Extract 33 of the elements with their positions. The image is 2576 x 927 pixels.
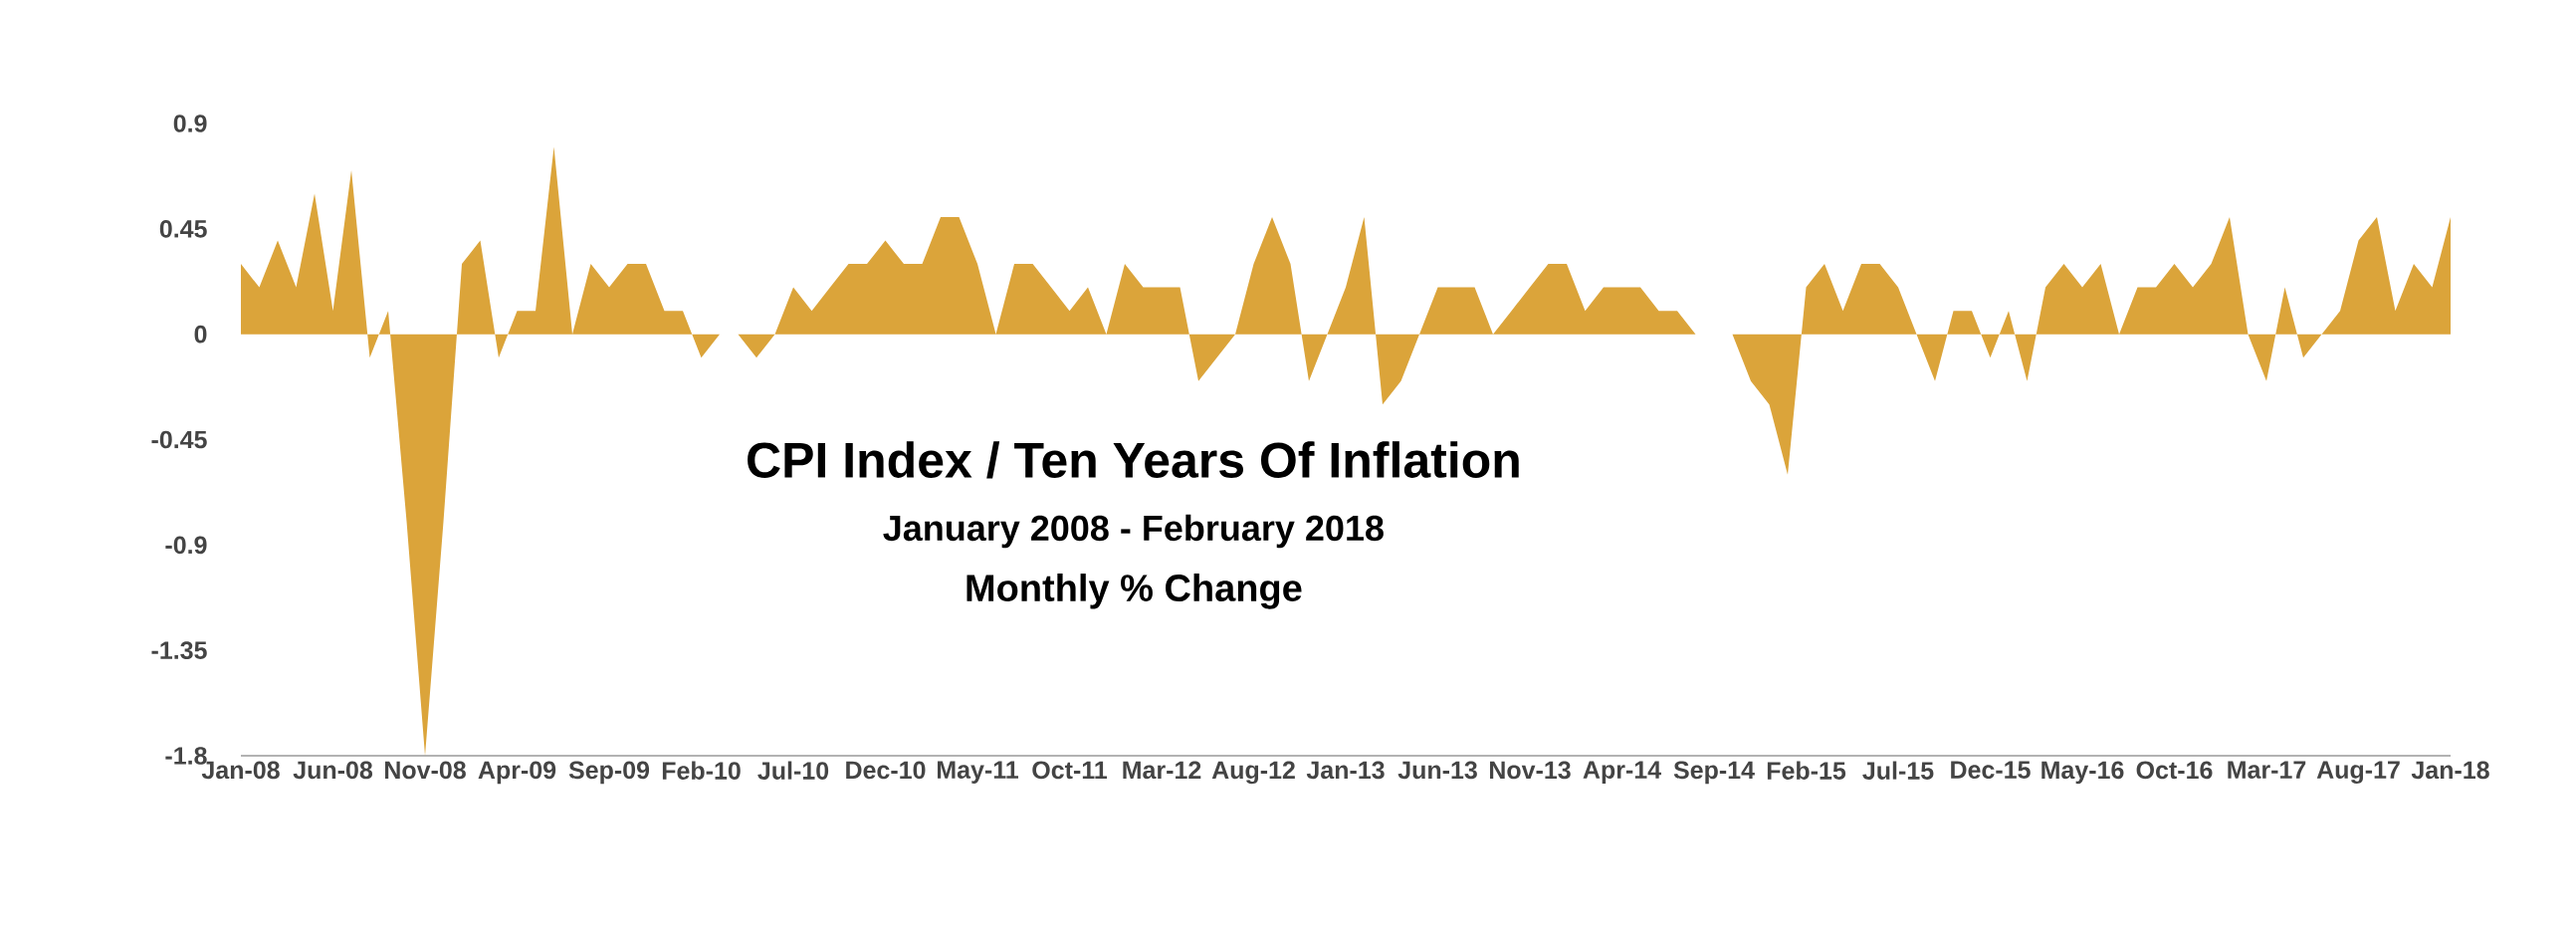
x-tick-label: Feb-10 xyxy=(662,761,741,780)
y-tick-label: 0.9 xyxy=(173,115,207,132)
x-tick-label: Jul-10 xyxy=(757,761,829,780)
x-tick-label: Nov-13 xyxy=(1490,761,1571,780)
x-tick-label: Apr-09 xyxy=(478,761,556,785)
x-tick-label: May-11 xyxy=(938,761,1018,784)
x-tick-label: Jan-13 xyxy=(1306,761,1385,780)
annotation: Monthly % Change xyxy=(966,574,1302,609)
x-tick-label: Mar-17 xyxy=(2228,761,2306,779)
x-tick-label: Jul-15 xyxy=(1862,761,1934,780)
x-tick-label: May-16 xyxy=(2041,761,2124,785)
x-tick-label: Sep-14 xyxy=(1673,761,1755,785)
y-tick-label: 0.45 xyxy=(159,219,207,238)
x-tick-label: Sep-09 xyxy=(568,761,650,785)
x-tick-label: Aug-17 xyxy=(2316,761,2400,785)
x-tick-label: Jun-13 xyxy=(1397,761,1477,780)
y-tick-label: -0.45 xyxy=(151,430,207,449)
x-tick-label: Dec-15 xyxy=(1951,761,2031,779)
x-tick-label: Aug-12 xyxy=(1211,761,1295,785)
y-tick-label: -0.9 xyxy=(165,536,207,555)
y-tick-label: 0 xyxy=(194,325,207,344)
x-tick-label: Jan-18 xyxy=(2411,761,2489,780)
x-tick-label: Apr-14 xyxy=(1583,761,1661,784)
x-tick-label: Nov-08 xyxy=(385,761,466,780)
x-tick-label: Dec-10 xyxy=(846,761,926,780)
x-tick-label: Mar-12 xyxy=(1123,761,1201,780)
x-tick-label: Feb-15 xyxy=(1767,761,1846,780)
x-tick-label: Oct-11 xyxy=(1032,761,1108,780)
y-tick-label: -1.35 xyxy=(151,641,207,660)
text: CPI Index / Ten Years Of Inflation xyxy=(748,441,1519,479)
text: January 2008 - February 2018 xyxy=(883,514,1384,549)
x-tick-label: Jun-08 xyxy=(293,761,373,780)
x-tick-label: Oct-16 xyxy=(2136,761,2213,780)
